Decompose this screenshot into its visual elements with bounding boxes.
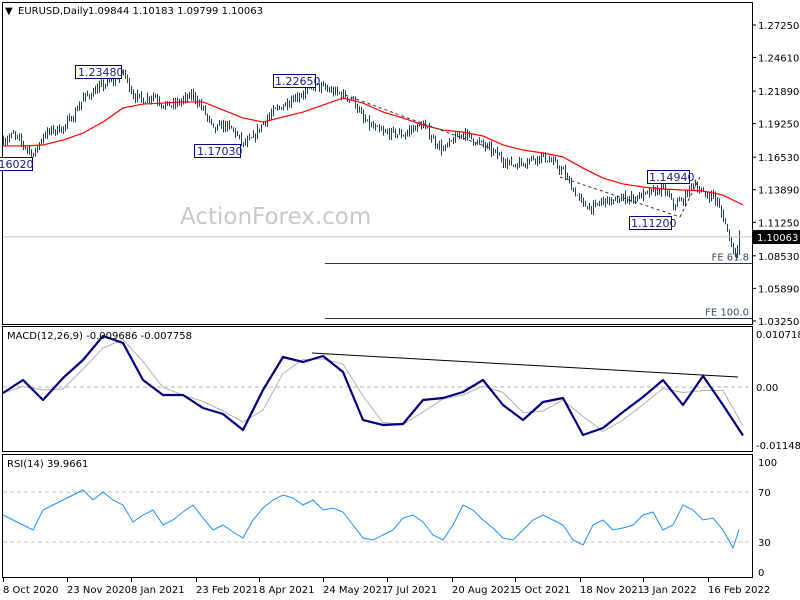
date-axis-label: 23 Nov 2020 — [67, 585, 131, 596]
macd-title: MACD(12,26,9) -0.009686 -0.007758 — [7, 331, 192, 342]
date-axis-label: 7 Jul 2021 — [387, 585, 437, 596]
rsi-axis-label: 0 — [758, 568, 764, 579]
fe-level-label: FE 100.0 — [705, 308, 749, 319]
swing-label-low-2: 1.17030 — [194, 144, 243, 158]
macd-lines — [2, 334, 752, 437]
svg-text:1.22650: 1.22650 — [275, 75, 321, 88]
date-axis-label: 8 Oct 2020 — [3, 585, 58, 596]
date-axis-label: 8 Apr 2021 — [259, 585, 314, 596]
date-axis-label: 24 May 2021 — [323, 585, 388, 596]
date-axis-label: 16 Feb 2022 — [708, 585, 770, 596]
rsi-panel — [2, 454, 753, 578]
moving-average-line — [3, 97, 744, 206]
date-axis-label: 18 Nov 2021 — [580, 585, 644, 596]
watermark: ActionForex.com — [180, 204, 371, 230]
dashed-trendline — [344, 94, 491, 149]
trendlines — [344, 94, 701, 218]
date-axis-label: 8 Jan 2021 — [131, 585, 185, 596]
price-panel — [2, 2, 753, 325]
date-axis-label: 20 Aug 2021 — [452, 585, 516, 596]
svg-text:1.23480: 1.23480 — [78, 66, 124, 79]
price-axis-label: 1.11250 — [758, 218, 799, 229]
swing-label-high-1: 1.23480 — [75, 65, 124, 79]
symbol-label: EURUSD,Daily — [18, 6, 89, 17]
date-axis-label: 5 Oct 2021 — [515, 585, 570, 596]
macd-signal-line — [2, 338, 744, 433]
price-axis-label: 1.03250 — [758, 317, 799, 328]
macd-trendline — [311, 352, 739, 378]
swing-label-low-1: 1.16020 — [0, 157, 34, 171]
price-axis-label: 1.19250 — [758, 120, 799, 131]
price-axis-label: 1.16530 — [758, 153, 799, 164]
price-axis-label: 1.13890 — [758, 186, 799, 197]
price-axis-label: 1.27250 — [758, 21, 799, 32]
rsi-lines — [2, 489, 752, 550]
price-axis-label: 1.21890 — [758, 87, 799, 98]
svg-text:1.10063: 1.10063 — [757, 233, 798, 244]
fe-level-label: FE 61.8 — [711, 253, 749, 264]
dashed-trendline — [679, 176, 701, 218]
moving-average — [3, 97, 744, 206]
ohlc-readout: 1.09844 1.10183 1.09799 1.10063 — [88, 6, 263, 17]
price-axis-label: 1.24610 — [758, 54, 799, 65]
macd-axis-label: 0.010718 — [756, 330, 800, 341]
rsi-axis-label: 100 — [758, 458, 777, 469]
swing-label-low-3: 1.11200 — [629, 216, 677, 230]
price-axis-label: 1.05890 — [758, 284, 799, 295]
svg-text:1.14940: 1.14940 — [649, 171, 695, 184]
date-axis-label: 3 Jan 2022 — [643, 585, 697, 596]
rsi-axis-label: 30 — [758, 538, 771, 549]
date-axis-label: 23 Feb 2021 — [196, 585, 258, 596]
svg-text:1.16020: 1.16020 — [0, 158, 34, 171]
price-bars — [3, 67, 740, 259]
macd-main-line — [2, 334, 744, 437]
swing-label-high-2: 1.22650 — [273, 74, 321, 88]
current-price-tag: 1.10063 — [753, 230, 800, 244]
fe-levels: FE 61.8 FE 100.0 — [3, 236, 752, 319]
macd-panel — [2, 326, 753, 452]
rsi-line — [2, 489, 740, 550]
collapse-arrow-icon[interactable]: ▼ — [5, 6, 13, 17]
axes: 1.27250 1.24610 1.21890 1.19250 1.16530 1.138… — [3, 21, 800, 596]
svg-text:1.11200: 1.11200 — [631, 217, 677, 230]
rsi-axis-label: 70 — [758, 488, 771, 499]
macd-axis-label: -0.011483 — [756, 441, 800, 452]
swing-label-high-3: 1.14940 — [647, 170, 695, 184]
rsi-title: RSI(14) 39.9661 — [7, 459, 88, 470]
svg-text:1.17030: 1.17030 — [197, 145, 243, 158]
price-axis-label: 1.08530 — [758, 252, 799, 263]
macd-axis-label: 0.00 — [756, 383, 778, 394]
